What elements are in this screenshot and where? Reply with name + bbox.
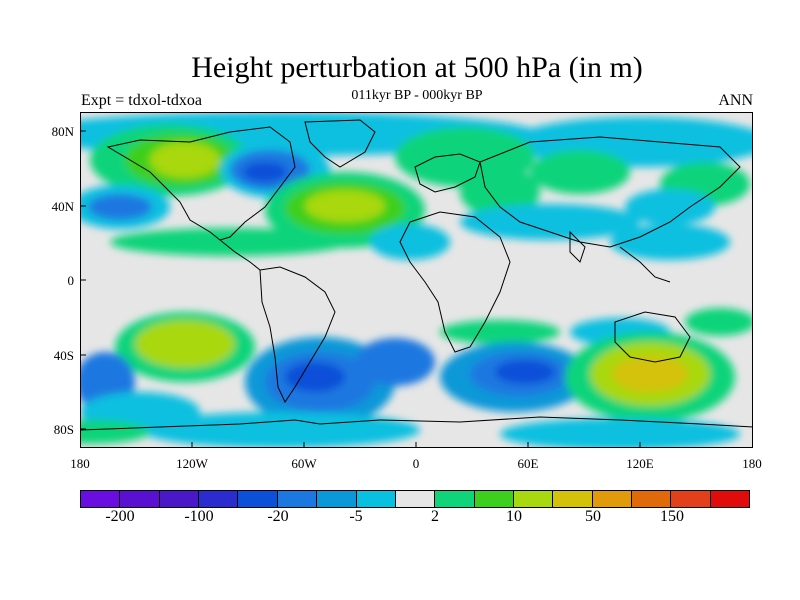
europe-outline (414, 153, 481, 193)
colorbar-label: 150 (660, 508, 684, 525)
colorbar-label: 50 (585, 508, 601, 525)
colorbar-segment (632, 491, 672, 507)
lon-label-60w: 60W (291, 456, 317, 471)
colorbar-segment (553, 491, 593, 507)
map-ticks (80, 130, 641, 448)
colorbar-segment (395, 491, 436, 507)
colorbar-segment (120, 491, 160, 507)
lat-label-40s: 40S (53, 348, 74, 363)
india-outline (569, 230, 586, 263)
colorbar-label: 2 (431, 508, 439, 525)
colorbar-segment (277, 491, 318, 507)
se-asia-outline (619, 246, 671, 283)
contour-fields (80, 112, 753, 448)
colorbar-segment (592, 491, 633, 507)
colorbar-label: 10 (506, 508, 522, 525)
colorbar-label: -100 (184, 508, 214, 525)
south-america-outline (259, 266, 336, 404)
chart-title: Height perturbation at 500 hPa (in m) (191, 51, 643, 84)
lon-label-120e: 120E (626, 456, 654, 471)
lat-label-80n: 80N (51, 124, 74, 139)
colorbar-segment (238, 491, 278, 507)
colorbar-segment (159, 491, 200, 507)
colorbar-segment (671, 491, 711, 507)
colorbar-segment (356, 491, 396, 507)
coastlines (80, 119, 753, 431)
lon-label-120w: 120W (176, 456, 208, 471)
lon-label-180w: 180 (70, 456, 90, 471)
colorbar-segment (81, 491, 121, 507)
lon-label-180e: 180 (742, 456, 762, 471)
greenland-outline (304, 119, 376, 168)
australia-outline (614, 311, 691, 363)
colorbar-label: -5 (349, 508, 363, 525)
colorbar-label: -20 (267, 508, 289, 525)
colorbar-segment (513, 491, 554, 507)
season-label: ANN (718, 92, 753, 109)
lat-label-80s: 80S (53, 422, 74, 437)
antarctica-outline (80, 416, 753, 431)
colorbar-segment (199, 491, 239, 507)
central-america-outline (219, 239, 261, 271)
colorbar-segment (710, 491, 750, 507)
time-range-label: 011kyr BP - 000kyr BP (351, 88, 483, 103)
lon-label-60e: 60E (517, 456, 539, 471)
colorbar-label: -200 (105, 508, 135, 525)
lat-label-40n: 40N (51, 199, 74, 214)
lat-label-0: 0 (67, 273, 75, 288)
asia-outline (479, 136, 741, 248)
colorbar-segment (435, 491, 475, 507)
africa-outline (399, 211, 511, 353)
height-perturbation-map (80, 112, 753, 448)
north-america-outline (106, 126, 296, 241)
lon-label-0: 0 (412, 456, 420, 471)
colorbar-segment (474, 491, 514, 507)
experiment-label: Expt = tdxol-tdxoa (81, 92, 203, 109)
colorbar-segment (317, 491, 357, 507)
colorbar (80, 490, 750, 508)
